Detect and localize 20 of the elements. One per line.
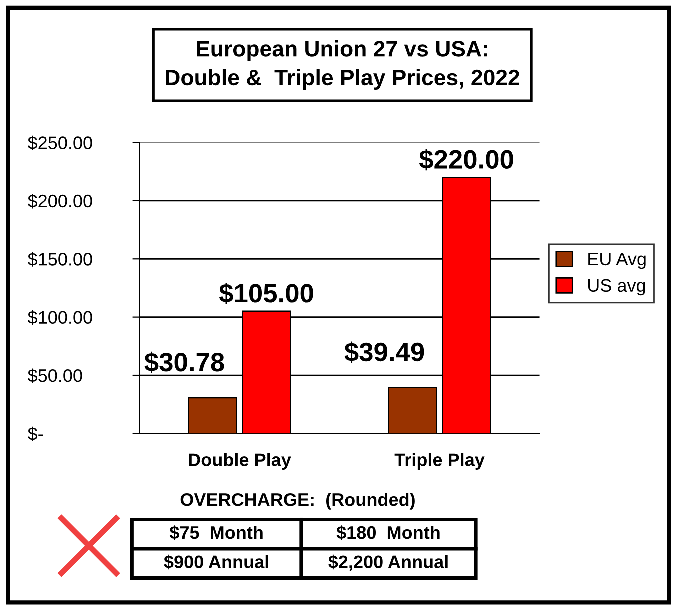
y-tick-label: $250.00 xyxy=(28,136,92,151)
x-tick-label: Triple Play xyxy=(394,453,485,470)
text: $180 Month xyxy=(336,526,440,540)
x-tick-label: Double Play xyxy=(189,453,292,470)
text: $75 Month xyxy=(170,526,263,540)
y-tick-label: $- xyxy=(28,426,44,442)
y-tick-label: $200.00 xyxy=(28,194,92,209)
legend-label: EU Avg xyxy=(588,252,646,270)
data-label: $39.49 xyxy=(344,342,424,364)
data-label: $220.00 xyxy=(419,149,514,171)
text: $2,200 Annual xyxy=(328,554,448,572)
chart-title: European Union 27 vs USA: Double & Triple Play Prices, 2022 xyxy=(166,40,520,90)
data-label: $105.00 xyxy=(219,282,314,304)
text: $900 Annual xyxy=(164,554,268,570)
y-tick-label: $100.00 xyxy=(28,310,92,326)
y-tick-label: $50.00 xyxy=(28,368,82,384)
text: OVERCHARGE: (Rounded) xyxy=(180,493,415,510)
y-tick-label: $150.00 xyxy=(28,252,92,267)
data-label: $30.78 xyxy=(144,352,224,374)
legend-label: US avg xyxy=(588,279,646,296)
